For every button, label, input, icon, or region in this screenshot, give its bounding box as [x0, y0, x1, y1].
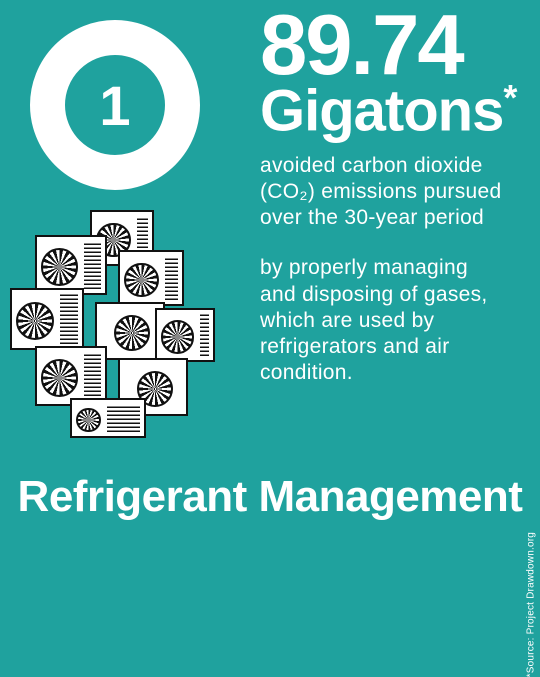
grille: [84, 241, 101, 289]
grille: [84, 352, 101, 400]
grille: [200, 314, 209, 356]
ac-unit: [155, 308, 215, 362]
rank-number: 1: [99, 73, 130, 138]
rank-circle: 1: [30, 20, 200, 190]
description-1: avoided carbon dioxide (CO₂) emissions p…: [260, 153, 510, 232]
fan-icon: [16, 302, 54, 340]
fan-icon: [76, 408, 101, 433]
ac-unit: [35, 235, 107, 295]
grille: [107, 404, 140, 432]
grille: [60, 294, 78, 344]
fan-icon: [161, 320, 194, 353]
fan-icon: [114, 315, 150, 351]
stat-unit-text: Gigatons: [260, 79, 503, 144]
stat-value: 89.74: [260, 10, 510, 82]
fan-icon: [41, 359, 78, 396]
ac-unit: [10, 288, 84, 350]
fan-icon: [41, 248, 78, 285]
ac-unit: [118, 250, 184, 306]
grille: [165, 256, 178, 300]
solution-title: Refrigerant Management: [0, 472, 540, 522]
asterisk: *: [503, 77, 516, 118]
description-2: by properly managing and disposing of ga…: [260, 255, 510, 386]
ac-units-illustration: [0, 210, 230, 440]
ac-unit: [70, 398, 146, 438]
ac-unit: [35, 346, 107, 406]
fan-icon: [124, 263, 159, 298]
stat-block: 89.74 Gigatons* avoided carbon dioxide (…: [260, 10, 510, 387]
stat-unit: Gigatons*: [260, 80, 510, 140]
source-credit: *Source: Project Drawdown.org: [525, 532, 536, 677]
